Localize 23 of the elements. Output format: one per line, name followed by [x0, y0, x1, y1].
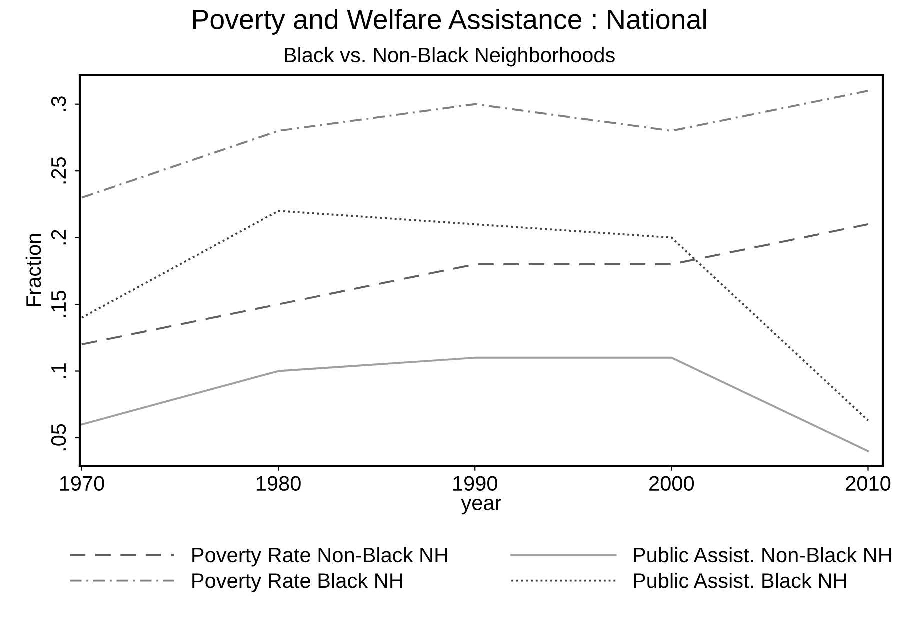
y-tick-label: .1	[52, 364, 66, 378]
y-tick-label: .3	[51, 96, 66, 112]
y-tick-label: .05	[51, 424, 66, 451]
legend-label: Public Assist. Black NH	[634, 572, 846, 588]
x-tick-label: 1990	[454, 476, 498, 492]
x-tick-label: 1980	[256, 476, 301, 492]
x-tick-label: 2000	[650, 476, 694, 492]
line-series	[80, 90, 870, 199]
line-series	[80, 223, 870, 346]
chart-subtitle: Black vs. Non-Black Neighborhoods	[285, 47, 615, 67]
line-series	[80, 210, 870, 422]
legend-label: Public Assist. Non-Black NH	[634, 547, 892, 563]
y-tick-label: .25	[51, 157, 66, 184]
line-series	[80, 356, 870, 452]
legend-label: Poverty Rate Black NH	[192, 572, 402, 592]
chart-title: Poverty and Welfare Assistance : National	[193, 9, 706, 35]
legend-label: Poverty Rate Non-Black NH	[192, 547, 448, 567]
x-tick-label: 1970	[60, 476, 104, 492]
x-tick-label: 2010	[846, 476, 891, 492]
y-axis-title: Fraction	[26, 234, 42, 306]
x-axis-title: year	[461, 499, 502, 515]
y-tick-label: .2	[51, 230, 66, 245]
y-tick-label: .15	[52, 290, 66, 318]
